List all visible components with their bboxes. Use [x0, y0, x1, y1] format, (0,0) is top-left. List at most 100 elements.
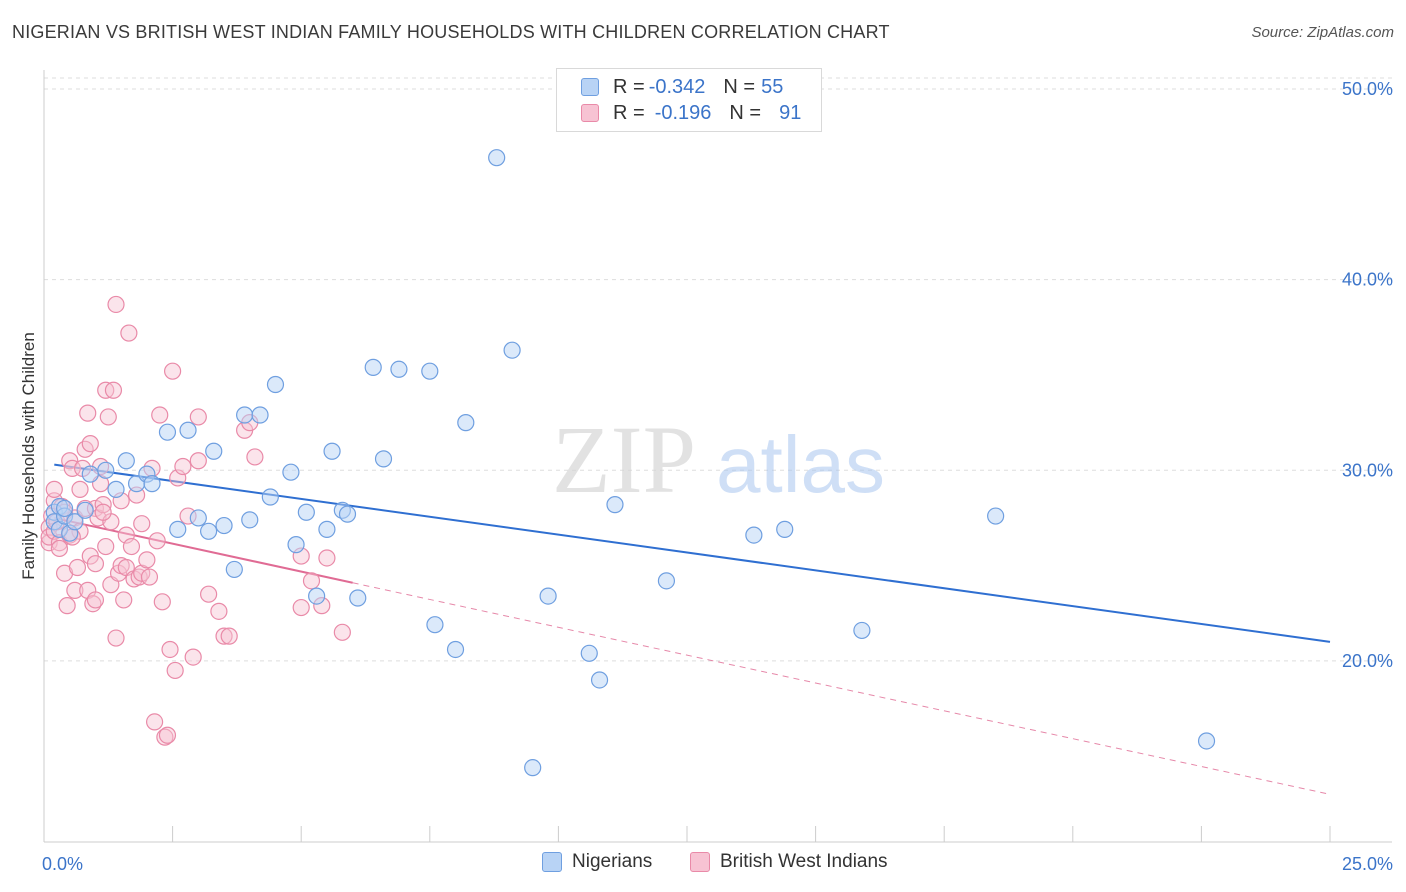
- legend-r-value: -0.196: [654, 101, 712, 124]
- y-tick-label: 40.0%: [1342, 270, 1393, 290]
- data-point-british-west-indians: [94, 503, 112, 521]
- series-swatch-pink: [690, 852, 710, 872]
- data-point-nigerians: [745, 526, 763, 544]
- data-point-british-west-indians: [151, 406, 169, 424]
- data-point-nigerians: [158, 423, 177, 441]
- data-point-nigerians: [251, 406, 269, 424]
- data-point-british-west-indians: [133, 515, 151, 533]
- data-point-nigerians: [236, 406, 254, 424]
- legend-swatch-blue: [581, 78, 599, 96]
- series-legend-british-west-indians: British West Indians: [690, 851, 888, 873]
- data-point-british-west-indians: [138, 551, 156, 569]
- data-point-nigerians: [590, 671, 609, 689]
- data-point-british-west-indians: [215, 627, 233, 645]
- data-point-nigerians: [524, 759, 542, 777]
- data-point-nigerians: [179, 421, 197, 439]
- y-axis-title: Family Households with Children: [19, 332, 38, 580]
- data-point-british-west-indians: [246, 448, 264, 466]
- data-point-nigerians: [446, 640, 465, 659]
- watermark: ZIP atlas: [552, 406, 885, 513]
- data-point-british-west-indians: [184, 648, 202, 666]
- data-point-british-west-indians: [99, 408, 117, 426]
- legend-n-value: 91: [779, 101, 802, 124]
- legend-n-label: N =: [729, 101, 762, 124]
- source-credit: Source: ZipAtlas.com: [1251, 24, 1394, 41]
- data-point-nigerians: [349, 589, 367, 607]
- data-point-british-west-indians: [174, 457, 192, 476]
- data-point-british-west-indians: [66, 581, 84, 599]
- data-point-nigerians: [318, 520, 336, 538]
- data-point-nigerians: [76, 501, 94, 519]
- data-point-nigerians: [364, 358, 382, 376]
- data-point-british-west-indians: [148, 532, 166, 550]
- data-point-nigerians: [457, 414, 475, 432]
- x-tick-label-min: 0.0%: [42, 854, 83, 874]
- legend-row-british-west-indians: R = -0.196 N = 91: [581, 101, 801, 125]
- data-point-british-west-indians: [122, 537, 141, 556]
- data-point-british-west-indians: [107, 295, 125, 314]
- data-point-british-west-indians: [302, 572, 321, 590]
- data-points: [40, 149, 1216, 777]
- data-point-nigerians: [297, 503, 315, 521]
- data-point-british-west-indians: [189, 452, 207, 470]
- data-point-nigerians: [853, 621, 871, 640]
- data-point-british-west-indians: [318, 549, 336, 567]
- data-point-nigerians: [107, 480, 125, 498]
- data-point-nigerians: [215, 516, 233, 535]
- data-point-nigerians: [421, 362, 439, 380]
- data-point-british-west-indians: [145, 713, 164, 731]
- data-point-nigerians: [66, 513, 84, 531]
- data-point-british-west-indians: [86, 555, 105, 573]
- data-point-nigerians: [117, 452, 135, 470]
- trend-line-british-west-indians: [54, 516, 353, 584]
- data-point-british-west-indians: [161, 640, 179, 659]
- y-tick-label: 50.0%: [1342, 79, 1393, 99]
- data-point-nigerians: [282, 463, 300, 481]
- series-swatch-blue: [542, 852, 562, 872]
- data-point-nigerians: [261, 488, 279, 506]
- data-point-nigerians: [503, 341, 521, 359]
- legend-r-label: R =: [613, 101, 645, 124]
- data-point-nigerians: [539, 587, 557, 605]
- data-point-nigerians: [776, 520, 794, 538]
- data-point-nigerians: [606, 496, 624, 514]
- legend-swatch-pink: [581, 104, 599, 122]
- data-point-british-west-indians: [140, 568, 159, 586]
- data-point-british-west-indians: [71, 480, 89, 498]
- data-point-british-west-indians: [120, 324, 138, 342]
- data-point-nigerians: [143, 475, 161, 493]
- y-tick-label: 30.0%: [1342, 460, 1393, 480]
- data-point-nigerians: [657, 572, 676, 590]
- data-point-british-west-indians: [79, 404, 97, 422]
- data-point-british-west-indians: [158, 726, 177, 744]
- data-point-british-west-indians: [58, 597, 76, 615]
- data-point-british-west-indians: [189, 408, 207, 426]
- gridlines: [44, 77, 1392, 662]
- data-point-nigerians: [169, 520, 187, 538]
- data-point-nigerians: [338, 505, 357, 523]
- data-point-british-west-indians: [164, 362, 182, 380]
- data-point-nigerians: [189, 509, 207, 527]
- data-point-british-west-indians: [220, 627, 238, 645]
- series-label-british-west-indians: British West Indians: [720, 851, 888, 872]
- data-point-british-west-indians: [50, 539, 69, 558]
- data-point-nigerians: [426, 616, 444, 634]
- data-point-nigerians: [266, 375, 285, 394]
- data-point-british-west-indians: [68, 558, 87, 577]
- data-point-nigerians: [287, 536, 305, 554]
- data-point-nigerians: [1197, 732, 1216, 750]
- watermark-zip: ZIP: [552, 406, 696, 513]
- data-point-nigerians: [308, 587, 326, 605]
- legend-n-value: 55: [761, 75, 784, 98]
- data-point-nigerians: [323, 442, 341, 460]
- data-point-nigerians: [225, 560, 243, 579]
- data-point-british-west-indians: [97, 537, 115, 556]
- data-point-nigerians: [55, 499, 74, 518]
- data-point-british-west-indians: [292, 598, 310, 617]
- data-point-british-west-indians: [333, 623, 351, 641]
- data-point-british-west-indians: [115, 591, 133, 609]
- axis-labels: Family Households with Children 0.0% 25.…: [19, 79, 1393, 874]
- legend-n-label: N =: [723, 75, 756, 98]
- series-legend: Nigerians British West Indians: [0, 851, 1406, 879]
